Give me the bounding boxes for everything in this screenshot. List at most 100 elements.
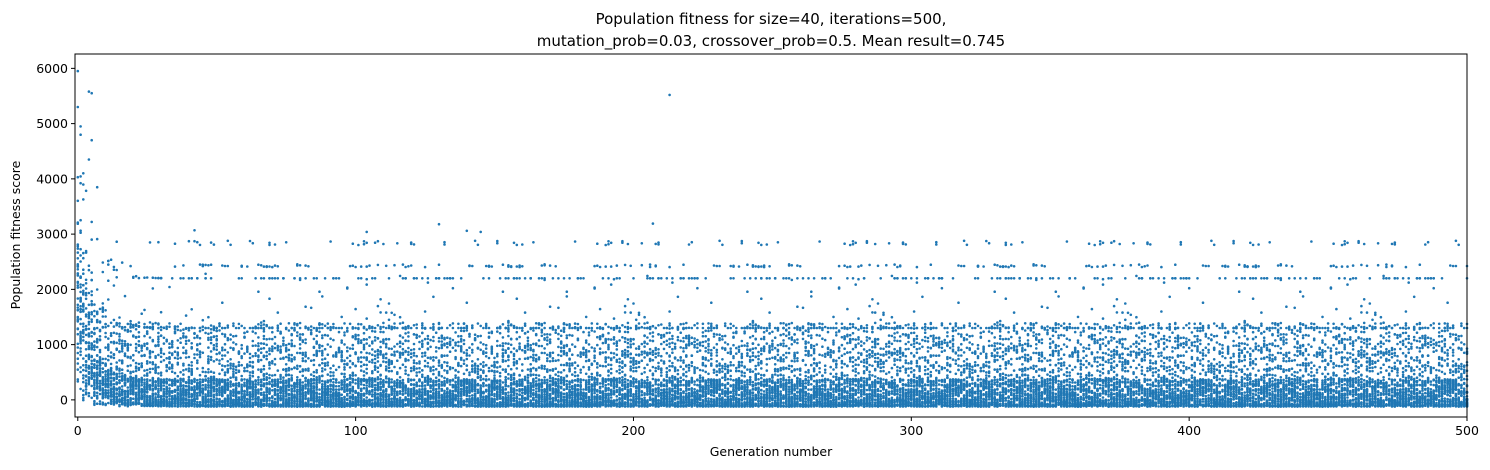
scatter-point-3396 [309,405,313,408]
scatter-point-421 [104,364,107,368]
scatter-point-4229 [368,344,371,348]
scatter-point-2306 [234,405,238,408]
scatter-point-2394 [240,385,243,389]
scatter-point-4262 [371,398,374,402]
scatter-point-3237 [298,378,302,382]
scatter-point-716 [123,342,127,346]
scatter-point-4505 [387,362,391,366]
scatter-point-3433 [312,363,316,367]
scatter-point-317 [95,319,99,322]
scatter-point-1148 [154,392,157,395]
scatter-point-2839 [271,326,274,330]
scatter-point-606 [118,325,121,328]
scatter-point-3949 [348,322,352,326]
scatter-point-3035 [284,241,288,244]
scatter-point-340 [98,358,102,361]
scatter-point-4719 [401,263,405,266]
scatter-point-2112 [221,346,224,350]
scatter-point-3070 [287,373,291,377]
scatter-point-2844 [273,346,277,350]
scatter-point-4374 [379,311,382,314]
scatter-point-1297 [165,386,168,390]
scatter-point-3758 [334,398,338,402]
scatter-point-3277 [301,396,305,400]
scatter-point-1993 [212,343,216,347]
scatter-point-2371 [240,374,243,378]
scatter-point-827 [132,359,135,362]
scatter-point-1612 [187,239,191,243]
scatter-point-1374 [170,370,174,374]
scatter-point-4055 [357,333,360,337]
scatter-point-3373 [309,373,313,376]
scatter-point-232 [90,330,93,334]
scatter-point-3788 [337,388,341,391]
scatter-point-2460 [246,393,249,397]
scatter-point-1758 [196,361,199,365]
scatter-point-297 [95,361,99,364]
scatter-point-1676 [190,400,193,403]
scatter-point-38 [76,351,80,355]
scatter-point-2431 [243,399,246,403]
scatter-point-1952 [209,402,213,405]
scatter-point-3351 [307,384,310,388]
scatter-point-3837 [340,403,344,407]
scatter-point-3953 [348,403,352,406]
scatter-point-599 [115,368,118,371]
scatter-point-641 [120,393,124,397]
scatter-point-3700 [332,377,335,381]
scatter-point-3425 [312,400,316,404]
scatter-point-77 [79,308,82,311]
scatter-point-273 [93,332,96,336]
scatter-point-3021 [284,343,288,347]
scatter-point-632 [118,388,121,391]
scatter-point-235 [90,303,93,307]
scatter-point-1175 [157,365,160,369]
scatter-point-1226 [159,374,163,377]
scatter-point-4800 [409,355,413,359]
scatter-point-753 [126,349,130,352]
scatter-point-2345 [237,277,241,280]
scatter-point-1357 [168,394,171,398]
scatter-point-1945 [209,241,213,244]
scatter-point-2735 [265,404,269,407]
scatter-point-3616 [326,353,330,357]
scatter-point-793 [129,376,132,380]
scatter-point-3942 [348,359,352,363]
scatter-point-691 [123,379,127,382]
scatter-point-3402 [312,337,316,341]
scatter-point-2350 [237,322,241,326]
scatter-point-144 [84,341,88,345]
scatter-point-1476 [176,339,180,342]
scatter-point-2599 [254,397,257,400]
scatter-point-3552 [321,369,324,373]
scatter-point-1671 [190,403,193,407]
scatter-point-4872 [412,383,416,386]
scatter-point-2232 [229,346,232,350]
scatter-point-4839 [409,400,413,404]
scatter-point-3804 [340,353,344,357]
scatter-point-786 [129,264,132,268]
scatter-point-1081 [151,350,155,354]
scatter-point-635 [118,332,121,336]
scatter-point-1140 [154,396,157,399]
scatter-point-2092 [221,357,224,361]
scatter-point-3102 [290,367,294,371]
scatter-point-173 [87,353,91,357]
scatter-point-1794 [198,336,202,340]
scatter-point-1594 [184,393,188,396]
scatter-point-826 [132,324,135,327]
scatter-point-4979 [421,375,424,379]
scatter-point-4477 [384,398,388,402]
scatter-point-4755 [404,349,407,353]
scatter-point-3638 [326,388,330,392]
scatter-point-2277 [232,374,235,378]
scatter-point-10 [76,368,80,371]
scatter-point-4587 [393,325,396,329]
scatter-point-4305 [373,388,377,392]
scatter-point-2276 [232,362,235,366]
scatter-point-1705 [193,239,196,243]
scatter-point-1999 [212,405,216,408]
scatter-point-4269 [371,402,374,405]
scatter-point-1899 [207,332,210,336]
